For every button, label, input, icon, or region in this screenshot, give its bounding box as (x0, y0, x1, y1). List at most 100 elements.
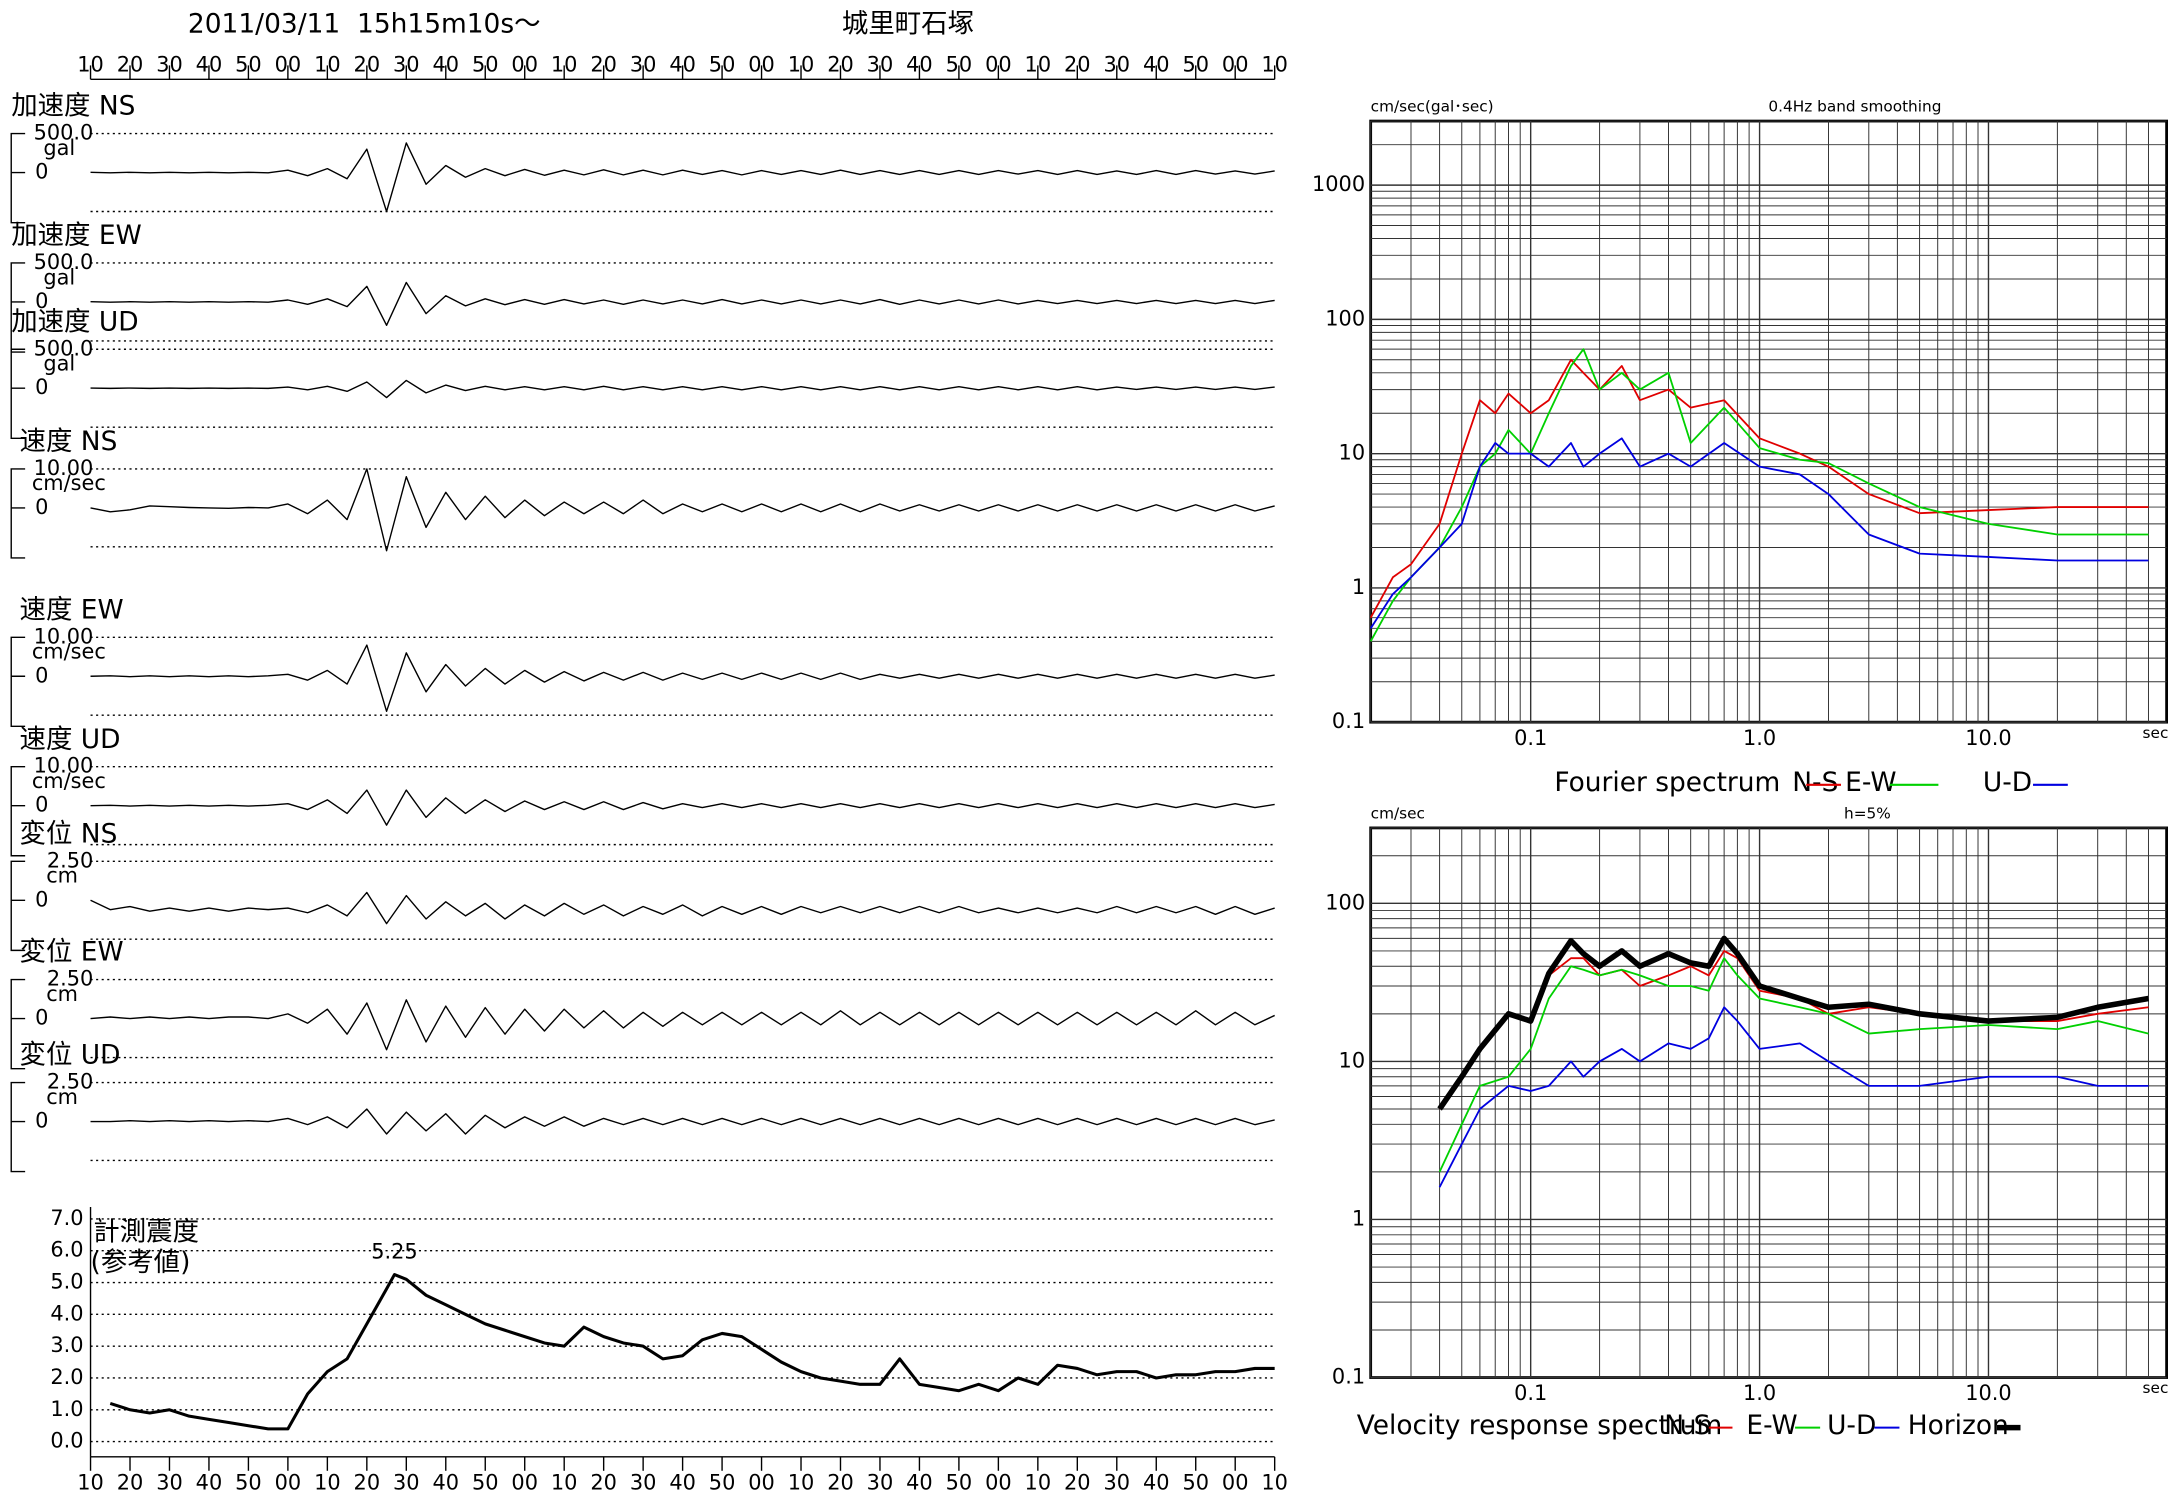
trace-label: 速度 UD (20, 724, 121, 755)
trace-label: 変位 UD (20, 1040, 121, 1071)
x-tick-label: 00 (748, 1470, 775, 1494)
x-tick-label: 40 (196, 52, 223, 76)
legend-label: U-D (1827, 1410, 1876, 1441)
plot-frame (1369, 119, 2168, 724)
waveform (90, 891, 1275, 925)
y-tick-label: 2.50 (47, 848, 93, 872)
x-tick-label: 40 (1143, 52, 1170, 76)
y-tick-label: 1000 (1312, 172, 1365, 196)
y-tick-label: 500.0 (34, 250, 94, 274)
trace-bracket (10, 468, 26, 559)
x-tick-label: 50 (946, 52, 973, 76)
x-tick-label: 10 (1025, 52, 1052, 76)
waveform (90, 999, 1275, 1051)
waveform (90, 468, 1275, 552)
x-tick-label: 00 (985, 1470, 1012, 1494)
trace-label: 加速度 EW (11, 220, 141, 251)
y-tick-label: 0 (35, 1109, 48, 1133)
x-tick-label: 00 (511, 52, 538, 76)
x-tick-label: 40 (196, 1470, 223, 1494)
legend-title: Fourier spectrum (1554, 767, 1780, 798)
x-tick-label: 00 (1222, 1470, 1249, 1494)
y-tick-label: 1 (1352, 575, 1365, 599)
spectrum-line (1369, 358, 2149, 619)
x-tick-label: 30 (393, 52, 420, 76)
legend-label: E-W (1845, 767, 1896, 798)
x-tick-label: 30 (156, 1470, 183, 1494)
y-tick-label: 500.0 (34, 121, 94, 145)
y-tick-label: 10 (1339, 441, 1366, 465)
x-tick-label: 1.0 (1743, 1381, 1776, 1405)
trace-label: 加速度 NS (11, 91, 135, 122)
legend-label: E-W (1746, 1410, 1797, 1441)
x-tick-label: 00 (985, 52, 1012, 76)
x-tick-label: 30 (156, 52, 183, 76)
trace-bracket (10, 348, 26, 440)
legend-title: Velocity response spectrum (1357, 1410, 1722, 1441)
x-tick-label: 40 (906, 1470, 933, 1494)
trace-bracket (10, 978, 26, 1070)
y-tick-label: 3.0 (50, 1333, 83, 1357)
y-tick-label: 10.00 (34, 624, 94, 648)
trace-label: 変位 EW (20, 937, 124, 968)
x-tick-label: 10 (77, 52, 104, 76)
y-tick-label: 1 (1352, 1206, 1365, 1230)
waveform (90, 142, 1275, 213)
waveform (90, 644, 1275, 713)
trace-bracket (10, 1081, 26, 1173)
annotation: 5.25 (371, 1239, 417, 1263)
x-tick-label: 50 (235, 1470, 262, 1494)
y-tick-label: 2.50 (47, 967, 93, 991)
x-tick-label: 30 (630, 1470, 657, 1494)
x-tick-label: 10.0 (1965, 726, 2011, 750)
x-tick-label: 00 (275, 1470, 302, 1494)
x-tick-label: 40 (433, 52, 460, 76)
x-tick-label: 10.0 (1965, 1381, 2011, 1405)
y-axis-label: cm/sec (1371, 805, 1425, 823)
spectrum-line (1437, 935, 2149, 1111)
intensity-line (109, 1273, 1275, 1431)
y-tick-label: 4.0 (50, 1301, 83, 1325)
trace-label: 速度 EW (20, 594, 124, 625)
unit-label: cm (46, 982, 78, 1006)
x-tick-label: 30 (867, 52, 894, 76)
y-tick-label: 2.0 (50, 1365, 83, 1389)
y-tick-label: 7.0 (50, 1206, 83, 1230)
unit-label: cm (46, 1085, 78, 1109)
legend-label: N-S (1664, 1410, 1710, 1441)
y-tick-label: 10.00 (34, 456, 94, 480)
y-tick-label: 5.0 (50, 1270, 83, 1294)
trace-bracket (10, 766, 26, 857)
x-tick-label: 00 (275, 52, 302, 76)
y-tick-label: 100 (1325, 890, 1365, 914)
x-tick-label: 20 (827, 1470, 854, 1494)
chart-subtitle: (参考値) (91, 1247, 191, 1278)
x-tick-label: 40 (669, 1470, 696, 1494)
x-tick-label: 50 (946, 1470, 973, 1494)
unit-label: cm (46, 864, 78, 888)
x-tick-label: 00 (1222, 52, 1249, 76)
x-tick-label: 30 (1104, 52, 1131, 76)
trace-label: 加速度 UD (11, 306, 138, 337)
x-tick-label: 50 (1182, 52, 1209, 76)
unit-label: gal (43, 265, 75, 289)
x-tick-label: 0.1 (1514, 726, 1547, 750)
x-tick-label: 20 (354, 1470, 381, 1494)
y-tick-label: 0 (35, 160, 48, 184)
unit-label: cm/sec (32, 471, 106, 495)
x-tick-label: 10 (77, 1470, 104, 1494)
x-tick-label: 50 (709, 1470, 736, 1494)
y-tick-label: 0 (35, 887, 48, 911)
x-tick-label: 0.1 (1514, 1381, 1547, 1405)
y-tick-label: 10.00 (34, 754, 94, 778)
chart-subtitle: 0.4Hz band smoothing (1768, 98, 1941, 116)
x-tick-label: 30 (393, 1470, 420, 1494)
x-tick-label: 10 (314, 1470, 341, 1494)
x-tick-label: 00 (511, 1470, 538, 1494)
station-name: 城里町石塚 (842, 9, 974, 40)
x-axis-label: sec (2143, 1379, 2169, 1397)
x-tick-label: 10 (788, 1470, 815, 1494)
trace-bracket (10, 262, 26, 353)
x-tick-label: 30 (867, 1470, 894, 1494)
y-tick-label: 0.1 (1332, 1365, 1365, 1389)
